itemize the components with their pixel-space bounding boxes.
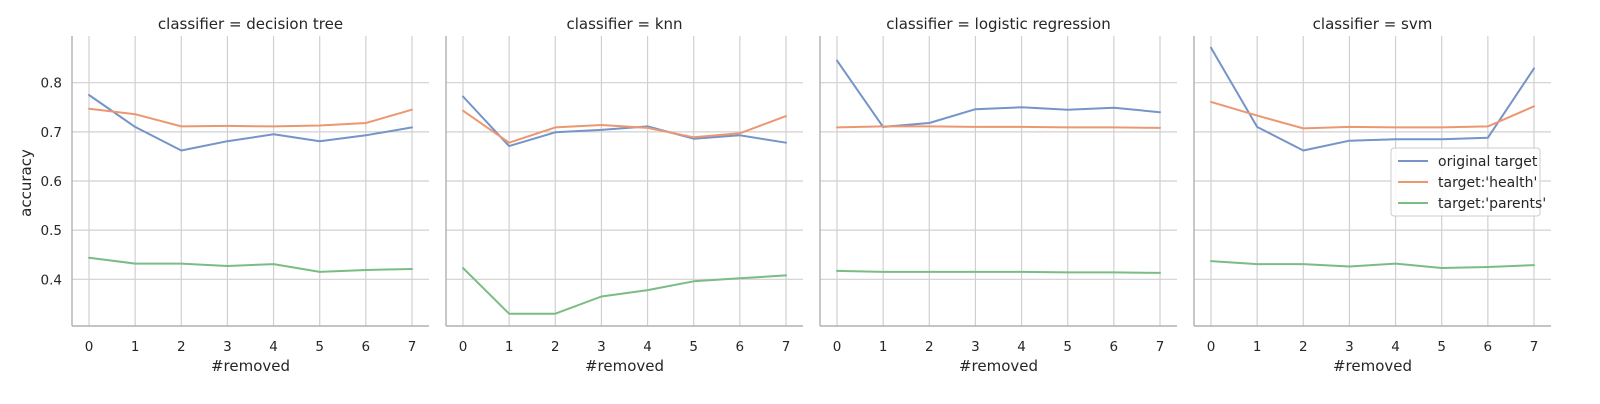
panel-title: classifier = logistic regression <box>886 15 1110 33</box>
series-line-target-health <box>836 125 1161 129</box>
legend-label-target-health: target:'health' <box>1438 175 1537 191</box>
x-tick-label: 4 <box>1391 339 1400 355</box>
legend-label-target-parents: target:'parents' <box>1438 196 1546 212</box>
x-tick-label: 3 <box>971 339 980 355</box>
y-tick-label: 0.4 <box>41 272 62 288</box>
x-tick-label: 0 <box>459 339 468 355</box>
x-tick-label: 5 <box>689 339 698 355</box>
legend-frame <box>1390 147 1541 217</box>
panel-1-grid <box>72 36 429 326</box>
x-tick-label: 1 <box>879 339 888 355</box>
x-tick-label: 2 <box>925 339 934 355</box>
panel-2: classifier = knn 0 1 2 3 4 5 6 7 #removed <box>445 15 803 375</box>
x-tick-label: 7 <box>408 339 417 355</box>
panel-2-grid <box>446 36 803 326</box>
x-tick-label: 4 <box>643 339 652 355</box>
x-tick-label: 6 <box>1110 339 1119 355</box>
x-tick-label: 6 <box>362 339 371 355</box>
x-axis-label: #removed <box>959 357 1038 375</box>
x-tick-label: 4 <box>269 339 278 355</box>
series-line-target-health <box>1210 100 1535 130</box>
x-tick-label: 7 <box>1156 339 1165 355</box>
series-line-target-parents <box>88 256 413 273</box>
x-tick-label: 2 <box>1299 339 1308 355</box>
panel-title: classifier = knn <box>566 15 682 33</box>
panel-4-grid <box>1194 36 1551 326</box>
x-tick-label: 2 <box>551 339 560 355</box>
x-tick-label: 5 <box>315 339 324 355</box>
panel-3-grid <box>820 36 1177 326</box>
series-line-target-health <box>88 107 413 128</box>
series-line-original-target <box>1210 46 1535 152</box>
x-tick-label: 7 <box>1530 339 1539 355</box>
series-line-original-target <box>836 59 1161 128</box>
x-axis-label: #removed <box>585 357 664 375</box>
y-axis-label: accuracy <box>17 149 35 217</box>
panel-title: classifier = decision tree <box>158 15 343 33</box>
y-tick-label: 0.7 <box>41 125 62 141</box>
x-tick-label: 3 <box>1345 339 1354 355</box>
x-axis-label: #removed <box>211 357 290 375</box>
x-tick-label: 0 <box>85 339 94 355</box>
series-line-original-target <box>462 95 787 148</box>
x-tick-label: 1 <box>131 339 140 355</box>
x-tick-label: 6 <box>736 339 745 355</box>
x-tick-label: 5 <box>1063 339 1072 355</box>
x-axis-label: #removed <box>1333 357 1412 375</box>
series-line-target-parents <box>836 269 1161 274</box>
x-tick-label: 7 <box>782 339 791 355</box>
x-tick-label: 4 <box>1017 339 1026 355</box>
series-line-target-health <box>462 109 787 144</box>
x-tick-label: 0 <box>1207 339 1216 355</box>
x-tick-label: 0 <box>833 339 842 355</box>
panel-title: classifier = svm <box>1313 15 1433 33</box>
series-line-original-target <box>88 94 413 152</box>
panel-3: classifier = logistic regression 0 1 2 3 4 5 6 7… <box>819 15 1177 375</box>
y-tick-label: 0.5 <box>41 223 62 239</box>
x-tick-label: 2 <box>177 339 186 355</box>
legend: original target target:'health' target:'… <box>1390 147 1546 217</box>
y-tick-label: 0.6 <box>41 174 62 190</box>
x-tick-label: 1 <box>505 339 514 355</box>
x-tick-label: 1 <box>1253 339 1262 355</box>
panel-1: classifier = decision tree 0 1 2 3 4 5 6 7 #remov… <box>41 15 429 375</box>
x-tick-label: 5 <box>1437 339 1446 355</box>
panel-4: classifier = svm 0 1 2 3 4 5 6 7 #removed <box>1193 15 1551 375</box>
x-tick-label: 6 <box>1484 339 1493 355</box>
y-tick-label: 0.8 <box>41 76 62 92</box>
series-line-target-parents <box>462 267 787 315</box>
legend-label-original-target: original target <box>1438 154 1538 170</box>
series-line-target-parents <box>1210 260 1535 269</box>
x-tick-label: 3 <box>223 339 232 355</box>
x-tick-label: 3 <box>597 339 606 355</box>
panels-layer: classifier = decision tree 0 1 2 3 4 5 6 7 #remov… <box>41 15 1551 375</box>
